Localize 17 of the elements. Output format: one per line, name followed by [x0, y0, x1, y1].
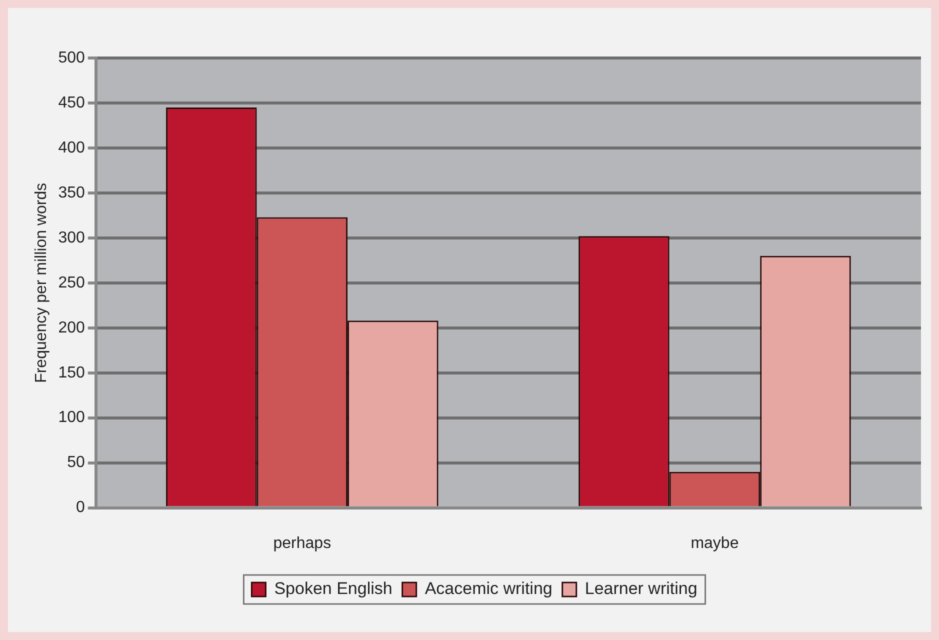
x-tick-label: maybe — [690, 534, 739, 552]
y-tick-label: 100 — [58, 409, 85, 426]
y-tick-label: 300 — [58, 229, 85, 246]
y-tick-label: 250 — [58, 274, 85, 292]
y-tick-label: 400 — [58, 139, 85, 156]
y-tick-label: 200 — [58, 319, 85, 336]
y-tick-label: 450 — [58, 94, 85, 112]
legend-label: Spoken English — [274, 579, 392, 598]
y-tick-label: 0 — [76, 499, 85, 516]
legend-label: Learner writing — [584, 579, 698, 598]
y-tick-label: 350 — [58, 184, 85, 202]
legend-label: Acacemic writing — [424, 579, 552, 598]
x-tick-label: perhaps — [273, 534, 332, 552]
y-tick-label: 500 — [58, 49, 85, 66]
y-tick-label: 50 — [67, 454, 85, 472]
y-tick-label: 150 — [58, 364, 85, 382]
y-axis-title: Frequency per million words — [33, 182, 50, 383]
